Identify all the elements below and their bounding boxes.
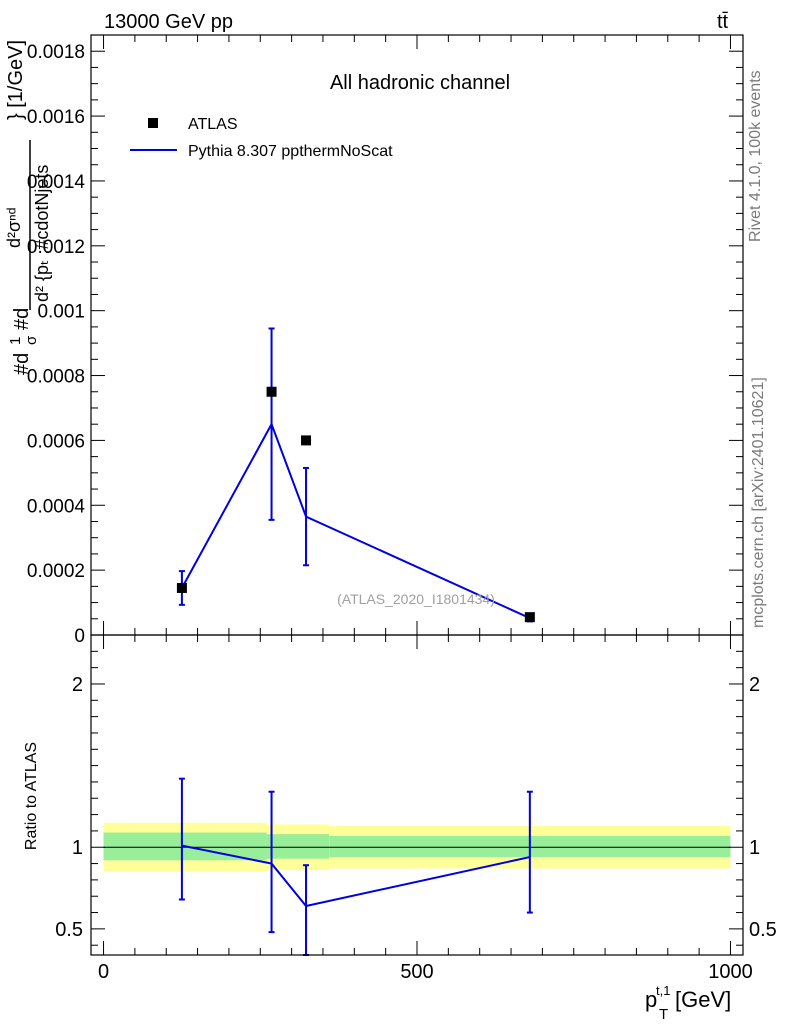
main-plot-panel: 0 0.0002 0.0004 0.0006 0.0008 0.001 0.0012 0.00… — [4, 34, 744, 647]
atlas-point-0 — [176, 582, 187, 593]
x-tick-label-2: 1000 — [708, 961, 753, 983]
x-tick-label-0: 0 — [98, 961, 109, 983]
process-label: tt̄ — [717, 11, 729, 33]
svg-text:#d: #d — [11, 353, 33, 375]
x-axis-label: p T t,1 [GeV] — [645, 983, 731, 1023]
main-y-tick-label-1: 0.0002 — [27, 561, 85, 582]
ratio-frame — [90, 634, 744, 956]
pythia-line — [181, 421, 531, 620]
main-y-tick-label-8: 0.0016 — [27, 107, 85, 128]
mcplots-label: mcplots.cern.ch [arXiv:2401.10621] — [750, 377, 767, 628]
svg-text:} [1/GeV]: } [1/GeV] — [5, 40, 27, 120]
svg-text:σ: σ — [23, 335, 40, 345]
energy-label: 13000 GeV pp — [104, 11, 233, 33]
main-y-axis-label: #d 1 σ #d d²σⁿᵈ d² {pₜ ,#cdotNjets } [1/… — [4, 40, 52, 375]
main-y-tick-label-9: 0.0018 — [27, 42, 85, 63]
atlas-point-3 — [524, 612, 535, 623]
atlas-point-1 — [266, 386, 277, 397]
ratio-y-tick-label-right-0: 0.5 — [749, 919, 777, 941]
ratio-y-tick-label-1: 1 — [72, 837, 83, 859]
atlas-point-2 — [301, 435, 312, 446]
svg-text:t,1: t,1 — [656, 983, 670, 998]
legend: ATLAS Pythia 8.307 ppthermNoScat — [130, 116, 393, 160]
main-y-tick-label-4: 0.0008 — [27, 367, 85, 388]
main-y-tick-label-2: 0.0004 — [27, 496, 86, 517]
ratio-y-tick-label-0: 0.5 — [55, 919, 83, 941]
legend-atlas-marker — [148, 118, 158, 128]
svg-text:T: T — [659, 1006, 668, 1023]
main-y-tick-label-7: 0.0014 — [27, 172, 86, 193]
svg-text:[GeV]: [GeV] — [675, 987, 731, 1012]
main-y-tick-label-5: 0.001 — [37, 302, 85, 323]
main-y-tick-label-6: 0.0012 — [27, 237, 85, 258]
svg-text:#d: #d — [11, 308, 33, 330]
svg-text:d² {pₜ ,#cdotNjets: d² {pₜ ,#cdotNjets — [32, 165, 52, 302]
ratio-y-tick-label-2: 2 — [72, 674, 83, 696]
ratio-y-tick-label-right-1: 1 — [749, 837, 760, 859]
ratio-plot-panel: 0.5 0.5 1 1 2 2 0 500 1000 Ratio to ATLAS p T t,… — [23, 634, 777, 1023]
legend-atlas-label: ATLAS — [188, 116, 238, 133]
main-y-tick-label-3: 0.0006 — [27, 431, 85, 452]
svg-text:1: 1 — [7, 337, 24, 345]
ratio-stat-band-1 — [266, 834, 330, 859]
legend-pythia-label: Pythia 8.307 ppthermNoScat — [188, 143, 393, 160]
x-tick-label-1: 500 — [400, 961, 433, 983]
ratio-pythia-line — [181, 844, 531, 908]
svg-text:d²σⁿᵈ: d²σⁿᵈ — [4, 207, 24, 248]
main-y-tick-label-0: 0 — [74, 626, 85, 647]
svg-text:p: p — [645, 987, 657, 1012]
rivet-label: Rivet 4.1.0, 100k events — [747, 70, 764, 242]
ratio-y-axis-label: Ratio to ATLAS — [23, 742, 40, 850]
ratio-y-tick-label-right-2: 2 — [749, 674, 760, 696]
plot-title: All hadronic channel — [330, 72, 510, 94]
analysis-watermark: (ATLAS_2020_I1801434) — [337, 591, 495, 607]
